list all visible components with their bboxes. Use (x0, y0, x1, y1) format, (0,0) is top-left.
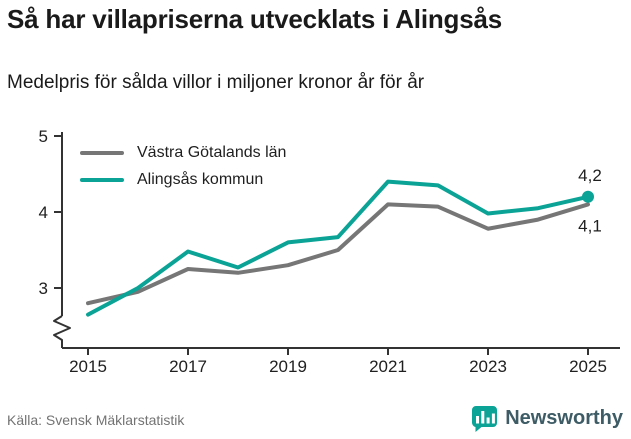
y-tick-label: 4 (39, 203, 48, 222)
x-tick-label: 2021 (369, 357, 407, 376)
brand-name: Newsworthy (505, 407, 623, 429)
newsworthy-icon (472, 406, 498, 432)
legend-item-vastra-gotaland: Västra Götalands län (80, 144, 286, 162)
series-line-0 (86, 202, 590, 306)
page-title: Så har villapriserna utvecklats i Alings… (7, 4, 502, 34)
x-tick-label: 2019 (269, 357, 307, 376)
x-tick-label: 2025 (569, 357, 607, 376)
x-tick-label: 2015 (69, 357, 107, 376)
series-end-label-0: 4,1 (578, 216, 602, 235)
page-subtitle: Medelpris för sålda villor i miljoner kr… (7, 72, 425, 93)
x-tick-label: 2017 (169, 357, 207, 376)
chart-legend: Västra Götalands län Alingsås kommun (80, 144, 286, 189)
y-tick-label: 3 (39, 279, 48, 298)
legend-label: Alingsås kommun (137, 171, 264, 188)
y-axis-break (53, 315, 71, 348)
series-line-1 (86, 179, 590, 317)
y-tick-label: 5 (39, 127, 48, 146)
source-text: Källa: Svensk Mäklarstatistik (7, 412, 185, 428)
legend-label: Västra Götalands län (137, 144, 287, 161)
newsworthy-logo-link[interactable]: Newsworthy (471, 405, 623, 432)
legend-swatch-teal (80, 178, 124, 182)
series-end-dot-1 (582, 190, 594, 203)
legend-item-alingsas: Alingsås kommun (80, 171, 286, 189)
x-tick-label: 2023 (469, 357, 507, 376)
legend-swatch-gray (80, 151, 124, 155)
series-end-label-1: 4,2 (578, 166, 602, 185)
